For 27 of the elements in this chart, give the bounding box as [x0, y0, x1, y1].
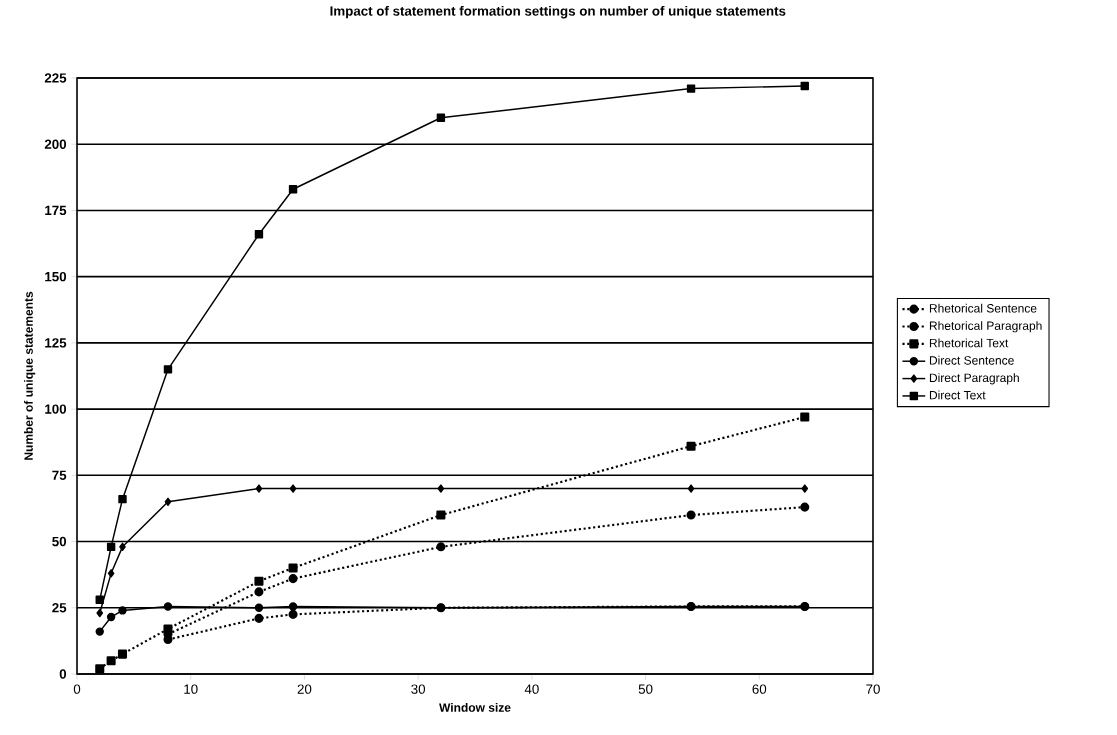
x-axis-title: Window size: [439, 702, 511, 712]
y-tick-label: 0: [59, 669, 67, 679]
legend-label: Rhetorical Text: [929, 338, 1009, 348]
y-tick-label: 200: [44, 139, 67, 149]
legend-label: Direct Text: [929, 390, 986, 400]
chart-title: Impact of statement formation settings on number of unique statements: [330, 5, 786, 19]
y-tick-label: 225: [44, 73, 67, 83]
y-axis-title: Number of unique statements: [24, 291, 36, 460]
legend-label: Direct Sentence: [929, 355, 1014, 365]
y-tick-label: 100: [45, 404, 67, 414]
legend-label: Direct Paragraph: [929, 373, 1019, 385]
x-tick-label: 10: [184, 684, 198, 694]
y-tick-label: 75: [52, 470, 67, 480]
x-tick-label: 60: [752, 684, 767, 694]
y-tick-label: 175: [45, 205, 67, 216]
x-tick-label: 30: [411, 684, 426, 694]
x-tick-label: 0: [73, 684, 81, 694]
legend-label: Rhetorical Paragraph: [929, 321, 1042, 333]
legend-label: Rhetorical Sentence: [929, 303, 1037, 313]
x-tick-label: 40: [524, 684, 539, 694]
y-tick-label: 25: [52, 603, 67, 613]
x-tick-label: 50: [638, 684, 653, 694]
x-tick-label: 70: [866, 684, 880, 694]
y-tick-label: 150: [45, 271, 67, 282]
y-tick-label: 50: [52, 536, 67, 547]
y-tick-label: 125: [45, 338, 67, 348]
x-tick-label: 20: [297, 684, 312, 694]
